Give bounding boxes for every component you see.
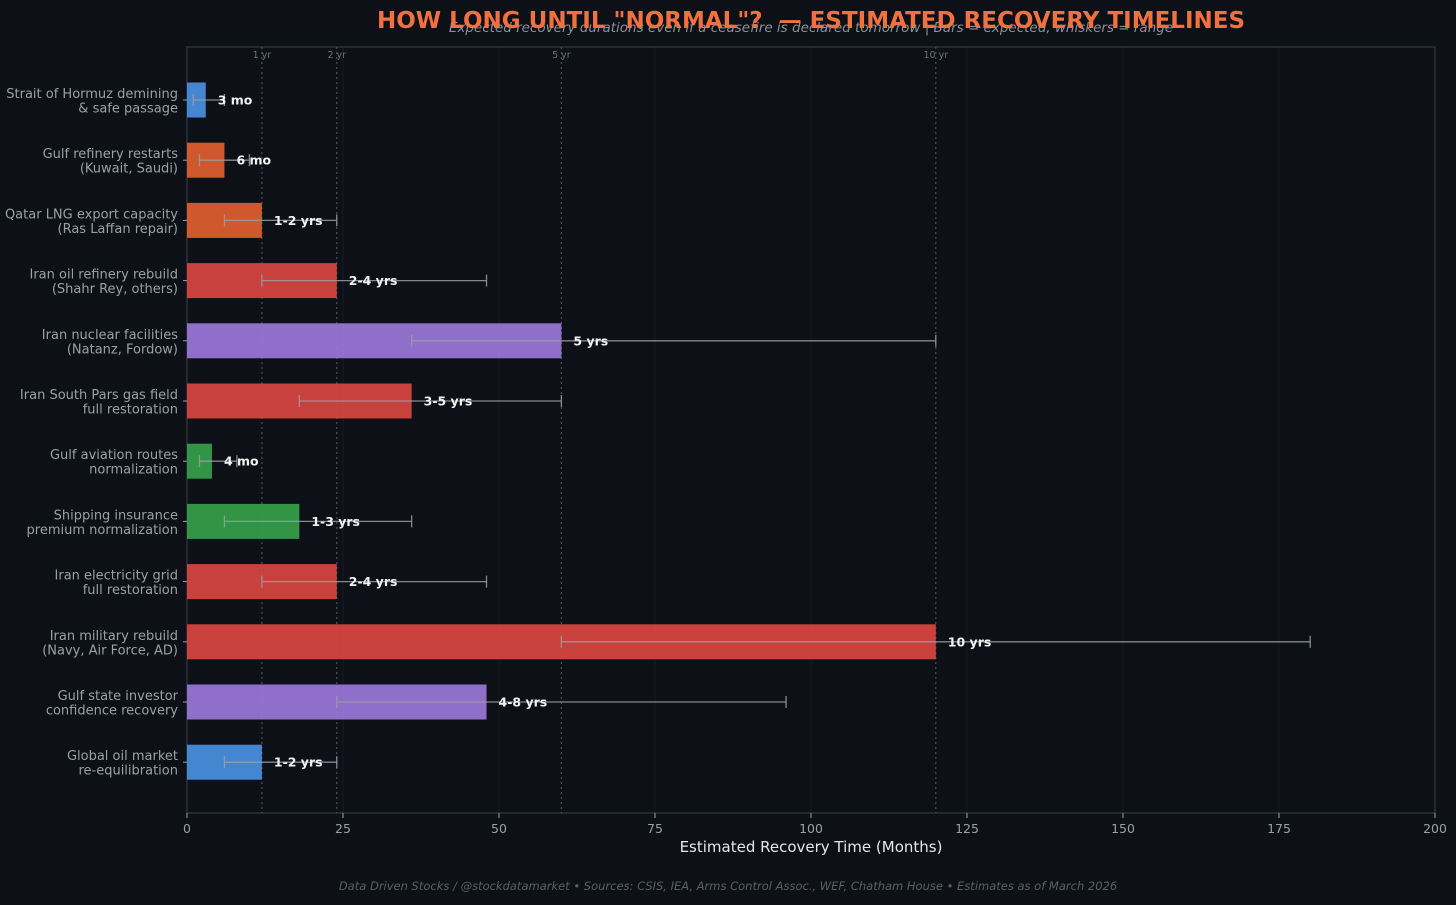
category-label-line2: premium normalization [27, 523, 178, 538]
grid-layer [342, 47, 1280, 813]
x-tick-label: 25 [335, 821, 351, 836]
y-axis: Strait of Hormuz demining& safe passage G… [5, 87, 187, 779]
reference-lines: 1 yr 2 yr 5 yr 10 yr [253, 47, 948, 813]
reference-line-label: 1 yr [253, 50, 272, 61]
category-label-line1: Qatar LNG export capacity [5, 207, 178, 222]
x-tick-label: 200 [1423, 821, 1447, 836]
bar-value-label: 1-3 yrs [311, 514, 360, 529]
category-label-line1: Iran nuclear facilities [42, 328, 178, 343]
x-axis-label: Estimated Recovery Time (Months) [680, 838, 943, 856]
chart-footer: Data Driven Stocks / @stockdatamarket • … [339, 879, 1117, 893]
bar-value-label: 3-5 yrs [424, 394, 473, 409]
reference-line-label: 10 yr [923, 50, 948, 61]
x-tick-label: 125 [955, 821, 979, 836]
category-label-line2: (Kuwait, Saudi) [80, 162, 178, 177]
category-label-line1: Iran oil refinery rebuild [29, 268, 178, 283]
bar-value-label: 2-4 yrs [349, 574, 398, 589]
bar-value-label: 4 mo [224, 454, 259, 469]
category-label-line2: normalization [89, 463, 178, 478]
category-label-line1: Iran military rebuild [50, 629, 178, 644]
x-tick-label: 175 [1267, 821, 1291, 836]
category-label-line2: (Ras Laffan repair) [58, 222, 179, 237]
bar-value-label: 2-4 yrs [349, 273, 398, 288]
bar-value-label: 5 yrs [573, 333, 608, 348]
category-label-line1: Gulf state investor [58, 689, 179, 704]
category-label-line2: full restoration [83, 583, 178, 598]
category-label-line1: Strait of Hormuz demining [6, 87, 178, 102]
category-label-line2: full restoration [83, 403, 178, 418]
category-label-line2: & safe passage [78, 102, 178, 117]
category-label-line2: (Natanz, Fordow) [67, 342, 178, 357]
bar-value-label: 3 mo [218, 93, 253, 108]
x-tick-label: 150 [1111, 821, 1135, 836]
category-label-line2: (Navy, Air Force, AD) [42, 643, 178, 658]
category-label-line1: Iran South Pars gas field [20, 388, 178, 403]
bar-value-label: 1-2 yrs [274, 755, 323, 770]
bar-value-label: 1-2 yrs [274, 213, 323, 228]
bar-value-label: 10 yrs [948, 634, 992, 649]
category-label-line1: Iran electricity grid [55, 569, 178, 584]
category-label-line1: Gulf refinery restarts [43, 147, 179, 162]
category-label-line2: (Shahr Rey, others) [52, 282, 178, 297]
bar-value-label: 6 mo [236, 153, 271, 168]
x-tick-label: 0 [183, 821, 191, 836]
reference-line-label: 2 yr [327, 50, 346, 61]
x-tick-label: 100 [799, 821, 823, 836]
reference-line-label: 5 yr [552, 50, 571, 61]
category-label-line2: re-equilibration [78, 764, 178, 779]
category-label-line1: Gulf aviation routes [50, 448, 178, 463]
x-tick-label: 50 [491, 821, 507, 836]
value-labels-layer: 3 mo 6 mo 1-2 yrs 2-4 yrs 5 yrs 3-5 yrs 4 mo 1-… [218, 93, 992, 770]
chart-title: HOW LONG UNTIL "NORMAL"? — ESTIMATED REC… [377, 8, 1245, 34]
whiskers-layer [192, 94, 1311, 769]
category-label-line1: Global oil market [67, 749, 178, 764]
x-axis: 0 25 50 75 100 125 150 175 200 [183, 813, 1447, 836]
category-label-line1: Shipping insurance [54, 508, 178, 523]
x-tick-label: 75 [647, 821, 663, 836]
category-label-line2: confidence recovery [46, 704, 178, 719]
bar-value-label: 4-8 yrs [499, 695, 548, 710]
chart-subtitle: Expected recovery durations even if a ce… [449, 20, 1173, 36]
